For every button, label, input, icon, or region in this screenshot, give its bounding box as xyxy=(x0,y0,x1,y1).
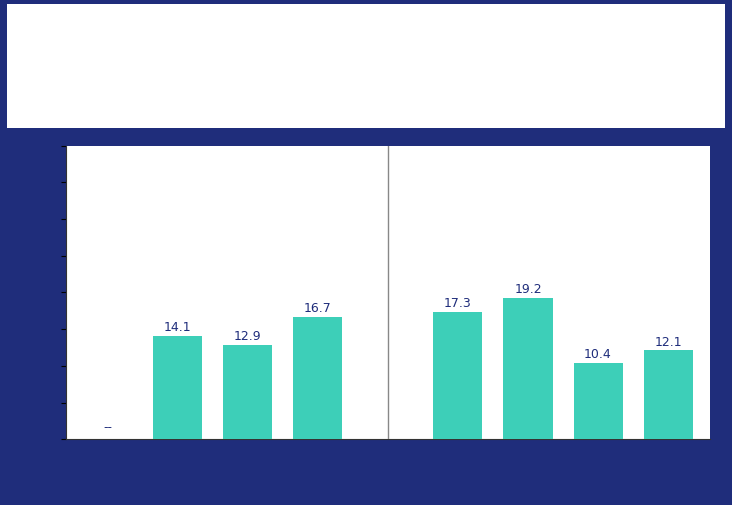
Text: 12.1: 12.1 xyxy=(654,335,681,348)
Text: Advancing
Excellence in
Health Care: Advancing Excellence in Health Care xyxy=(80,71,121,87)
Bar xyxy=(504,299,553,439)
Text: 14.1: 14.1 xyxy=(164,320,192,333)
Text: 16.7: 16.7 xyxy=(304,301,332,314)
Y-axis label: Percent readmitted: Percent readmitted xyxy=(19,226,34,360)
Text: 19.2: 19.2 xyxy=(514,283,542,296)
Bar xyxy=(154,336,203,439)
Bar xyxy=(294,317,343,439)
Bar xyxy=(223,345,272,439)
Bar xyxy=(69,8,132,126)
Text: Age (in years): Age (in years) xyxy=(153,494,273,505)
Text: 17.3: 17.3 xyxy=(444,297,472,310)
Text: Source: Weighted national estimates from a readmissions analysis file derived fr: Source: Weighted national estimates from… xyxy=(18,462,721,484)
Text: 10.4: 10.4 xyxy=(584,347,612,360)
Text: Figure 6. All-cause 30-day readmission rates for
coronary artery bypass graft
by: Figure 6. All-cause 30-day readmission r… xyxy=(182,16,668,81)
Text: 🦅: 🦅 xyxy=(32,55,48,79)
Text: AHRQ: AHRQ xyxy=(78,45,123,60)
Text: --: -- xyxy=(103,421,113,433)
Text: -- Indicates too few cases to report.: -- Indicates too few cases to report. xyxy=(18,491,203,501)
Text: 12.9: 12.9 xyxy=(234,329,262,342)
Bar xyxy=(643,351,692,439)
Bar xyxy=(11,8,69,126)
Bar xyxy=(433,313,482,439)
Bar xyxy=(573,363,622,439)
Text: Expected payer: Expected payer xyxy=(496,494,630,505)
